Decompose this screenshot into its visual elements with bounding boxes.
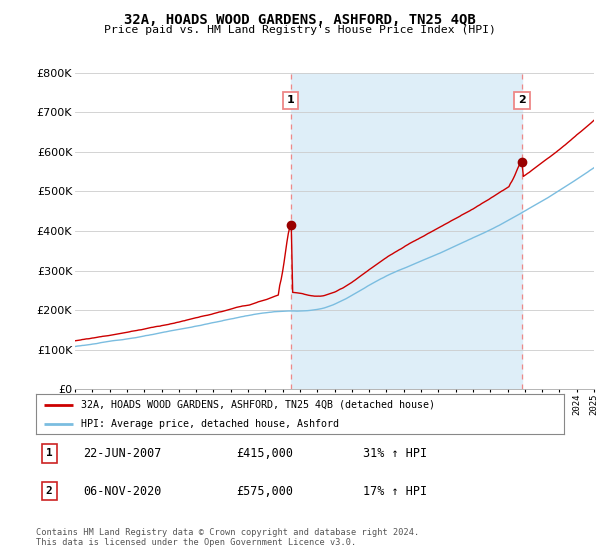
Text: 32A, HOADS WOOD GARDENS, ASHFORD, TN25 4QB (detached house): 32A, HOADS WOOD GARDENS, ASHFORD, TN25 4… bbox=[81, 400, 435, 410]
Text: 1: 1 bbox=[287, 96, 295, 105]
Text: Contains HM Land Registry data © Crown copyright and database right 2024.
This d: Contains HM Land Registry data © Crown c… bbox=[36, 528, 419, 547]
Text: HPI: Average price, detached house, Ashford: HPI: Average price, detached house, Ashf… bbox=[81, 419, 339, 429]
Text: £575,000: £575,000 bbox=[236, 485, 293, 498]
Text: 32A, HOADS WOOD GARDENS, ASHFORD, TN25 4QB: 32A, HOADS WOOD GARDENS, ASHFORD, TN25 4… bbox=[124, 13, 476, 27]
Text: 2: 2 bbox=[518, 96, 526, 105]
Text: 06-NOV-2020: 06-NOV-2020 bbox=[83, 485, 162, 498]
Text: 2: 2 bbox=[46, 486, 53, 496]
Text: 22-JUN-2007: 22-JUN-2007 bbox=[83, 447, 162, 460]
Text: 1: 1 bbox=[46, 449, 53, 459]
Text: £415,000: £415,000 bbox=[236, 447, 293, 460]
Text: 17% ↑ HPI: 17% ↑ HPI bbox=[364, 485, 427, 498]
Text: Price paid vs. HM Land Registry's House Price Index (HPI): Price paid vs. HM Land Registry's House … bbox=[104, 25, 496, 35]
Text: 31% ↑ HPI: 31% ↑ HPI bbox=[364, 447, 427, 460]
Bar bbox=[290, 73, 522, 389]
